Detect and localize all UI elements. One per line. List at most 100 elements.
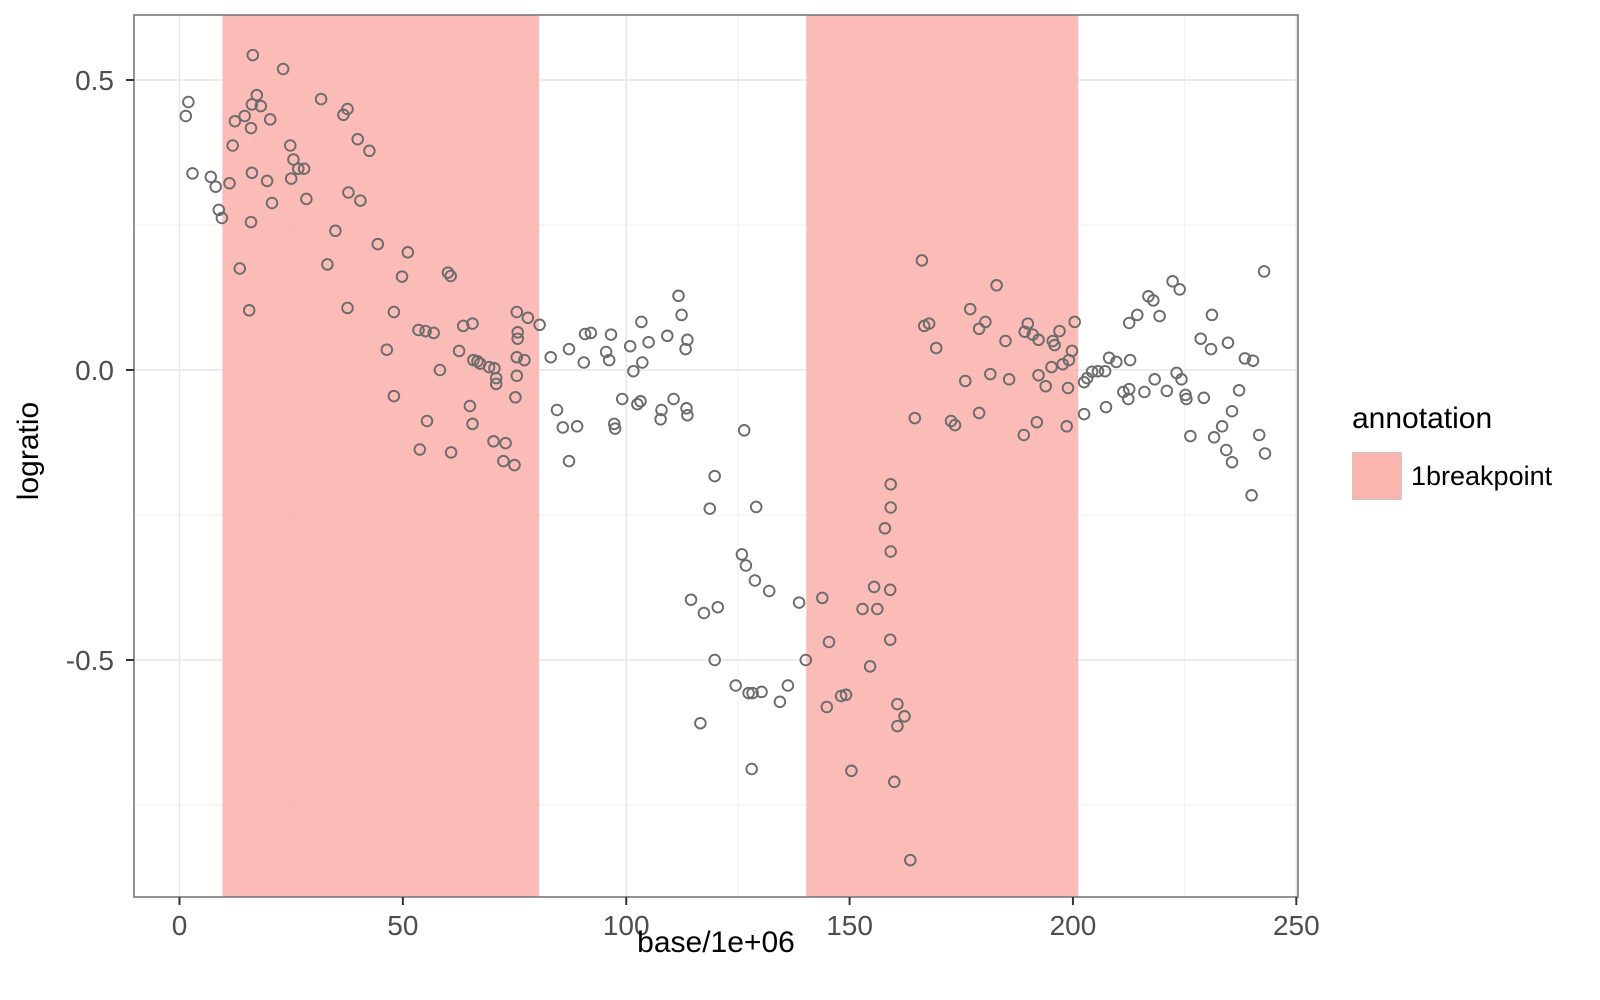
data-point [228, 114, 242, 128]
data-point [482, 360, 496, 374]
data-point [634, 395, 647, 408]
data-point [1257, 265, 1271, 278]
data-point [395, 270, 409, 283]
data-point [915, 254, 929, 267]
data-point [891, 719, 904, 733]
data-point [1225, 404, 1239, 418]
data-point [1232, 384, 1246, 397]
data-point [276, 62, 290, 76]
data-point [1032, 333, 1045, 347]
data-point [1045, 360, 1058, 374]
data-point [1085, 365, 1099, 378]
data-point [1219, 443, 1233, 457]
data-point [681, 408, 694, 422]
data-point [602, 353, 616, 367]
data-point [816, 591, 829, 605]
data-point [182, 95, 195, 109]
data-point [244, 121, 258, 135]
data-point [922, 317, 936, 330]
data-point [363, 144, 376, 158]
data-point [1204, 342, 1218, 356]
data-point [979, 315, 992, 329]
x-tick-label: 0 [172, 910, 188, 941]
data-point [300, 192, 313, 206]
data-point [487, 435, 500, 448]
data-point [1131, 308, 1144, 322]
data-point [745, 762, 758, 776]
data-point [444, 446, 458, 459]
data-point [908, 411, 922, 425]
data-point [242, 304, 256, 317]
data-point [667, 392, 680, 406]
data-point [1099, 400, 1113, 414]
data-point [1098, 364, 1112, 378]
data-point [533, 318, 546, 332]
data-point [884, 478, 897, 491]
data-point [521, 311, 535, 325]
data-point [329, 224, 342, 238]
data-point [287, 153, 300, 166]
data-point [1258, 447, 1272, 460]
data-point [878, 522, 892, 535]
data-point [1061, 381, 1075, 395]
data-point [729, 679, 742, 692]
data-point [1060, 420, 1073, 433]
data-point [762, 584, 776, 598]
data-point [562, 342, 576, 356]
data-point [341, 301, 354, 315]
legend: annotation 1breakpoint [1352, 402, 1552, 500]
data-point [1138, 385, 1151, 399]
data-point [773, 695, 787, 709]
data-point [1184, 429, 1197, 443]
data-point [959, 374, 972, 388]
data-point [354, 194, 367, 207]
data-point [246, 48, 260, 62]
y-axis-title: logratio [12, 401, 45, 501]
y-tick-label: -0.5 [66, 645, 114, 676]
data-point [839, 688, 853, 702]
data-point [215, 211, 229, 225]
data-point [1030, 415, 1044, 429]
data-point [636, 356, 649, 369]
data-point [863, 660, 877, 673]
y-tick-label: 0.5 [75, 65, 114, 96]
data-point [1017, 428, 1031, 442]
data-point [584, 326, 598, 340]
data-point [578, 327, 592, 341]
data-point [1194, 332, 1207, 345]
data-point [703, 502, 717, 515]
data-point [577, 356, 591, 369]
data-point [499, 436, 512, 450]
annotation-band [222, 15, 540, 897]
data-point [238, 109, 251, 123]
data-point [944, 414, 958, 428]
data-point [781, 679, 795, 692]
legend-item: 1breakpoint [1352, 452, 1552, 500]
data-point [604, 328, 618, 341]
data-point [297, 162, 311, 175]
data-point [884, 501, 897, 514]
data-point [380, 343, 394, 356]
data-point [867, 580, 881, 594]
data-point [984, 367, 997, 381]
data-point [742, 686, 755, 700]
annotation-band [806, 15, 1079, 897]
data-point [510, 305, 524, 319]
data-point [1246, 354, 1260, 367]
data-point [544, 350, 557, 364]
data-point [471, 355, 484, 368]
data-point [627, 364, 640, 378]
data-point [419, 324, 432, 338]
data-point [755, 685, 768, 699]
data-point [1122, 392, 1135, 406]
data-point [845, 764, 858, 778]
data-point [615, 392, 629, 406]
data-point [427, 326, 440, 340]
data-point [1160, 384, 1174, 398]
x-tick-label: 200 [1050, 910, 1097, 941]
data-point [739, 559, 753, 572]
data-point [263, 113, 277, 126]
data-point [284, 139, 297, 152]
data-point [314, 92, 328, 106]
panel-border [133, 14, 1299, 898]
